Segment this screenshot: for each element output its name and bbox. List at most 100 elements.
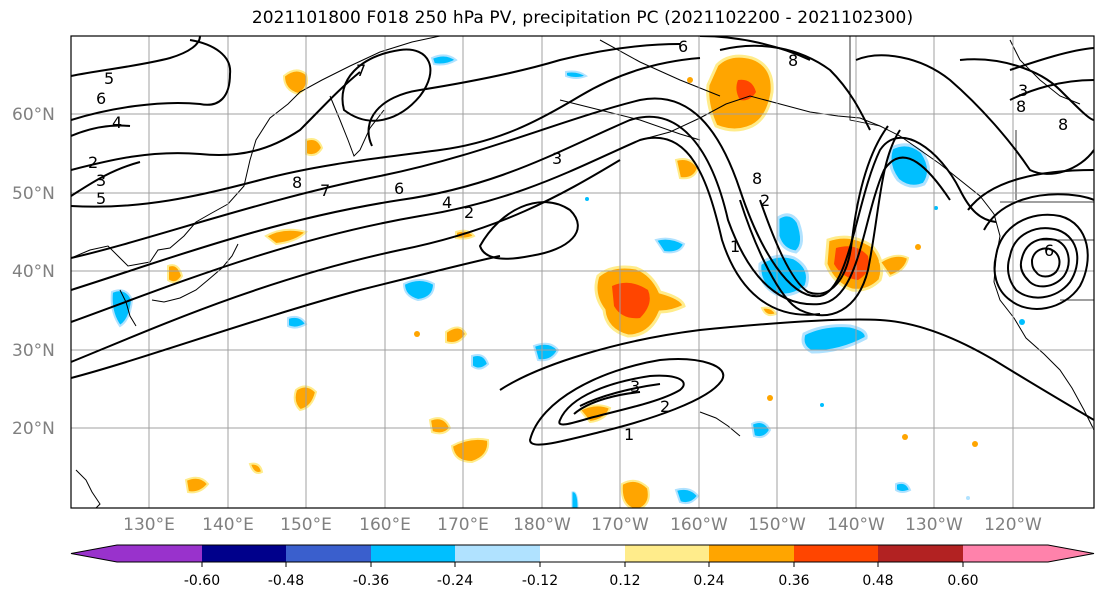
colorbar-tick-label: -0.36 — [353, 573, 389, 589]
contour-label: 2 — [760, 191, 770, 210]
precip-blob — [184, 476, 210, 494]
precipitation-shading — [110, 54, 1025, 508]
contour-line — [855, 54, 1094, 175]
colorbar-ticks — [201, 562, 964, 567]
lon-label-170e: 170°E — [437, 515, 489, 535]
precip-blob — [430, 54, 458, 66]
precip-blob — [776, 213, 803, 254]
contour-line — [71, 136, 821, 323]
contour-line — [959, 58, 1094, 121]
precip-blob — [167, 264, 184, 284]
contour-label: 4 — [112, 113, 122, 132]
contour-label: 2 — [660, 397, 670, 416]
lat-label-60n: 60°N — [12, 105, 55, 125]
contour-line — [739, 129, 901, 317]
contour-label: 2 — [88, 153, 98, 172]
lon-label-140e: 140°E — [202, 515, 254, 535]
contour-label: 6 — [394, 179, 404, 198]
border-ak-canada — [849, 36, 881, 127]
precip-blob — [888, 143, 930, 188]
precip-blob — [471, 354, 490, 370]
colorbar-segment — [878, 545, 963, 562]
lon-label-170w: 170°W — [591, 515, 649, 535]
precip-blob — [402, 279, 436, 302]
lon-label-180w: 180°W — [513, 515, 571, 535]
precip-dot — [414, 331, 420, 337]
precip-dot — [902, 434, 908, 440]
coastline-kamchatka — [329, 95, 385, 157]
contour-label: 8 — [788, 51, 798, 70]
precip-blob — [834, 246, 869, 280]
contour-line — [71, 71, 361, 171]
precip-blob — [565, 70, 589, 79]
contour-line — [71, 161, 141, 197]
precip-dot — [966, 496, 970, 500]
lat-label-50n: 50°N — [12, 184, 55, 204]
contour-label: 5 — [104, 69, 114, 88]
coastline-korea — [119, 289, 137, 327]
contour-label: 1 — [624, 425, 634, 444]
contour-label: 2 — [464, 203, 474, 222]
contour-label: 8 — [1016, 97, 1026, 116]
contour-label: 7 — [320, 181, 330, 200]
contour-line — [967, 169, 1094, 211]
colorbar-segment — [540, 545, 626, 562]
colorbar-segment — [202, 545, 287, 562]
contour-line — [71, 97, 997, 298]
precip-blob — [571, 491, 579, 508]
contour-line — [478, 201, 579, 260]
precip-dot — [915, 244, 921, 250]
colorbar-segment — [455, 545, 541, 562]
colorbar-segment — [371, 545, 456, 562]
precip-blob — [293, 385, 318, 412]
precip-blob — [674, 487, 700, 505]
contour-label: 6 — [1044, 241, 1054, 260]
contour-line — [528, 358, 725, 446]
precip-blob — [654, 237, 686, 254]
precip-blob — [612, 282, 650, 319]
lon-label-130w: 130°W — [905, 515, 963, 535]
colorbar-segment — [625, 545, 710, 562]
precip-blob — [428, 417, 452, 435]
colorbar-tick-label: 0.24 — [693, 573, 724, 589]
precip-dot — [687, 77, 693, 83]
colorbar-tick-label: 0.48 — [862, 573, 893, 589]
contour-line — [71, 124, 131, 137]
lon-label-120w: 120°W — [984, 515, 1042, 535]
precip-blob — [620, 479, 650, 508]
contour-line — [1019, 237, 1070, 288]
contour-line — [719, 44, 871, 131]
precip-dot — [767, 395, 773, 401]
contour-line — [367, 43, 681, 147]
contour-line — [71, 57, 701, 208]
colorbar: -0.60 -0.48 -0.36 -0.24 -0.12 0.12 0.24 … — [70, 544, 1095, 589]
precip-blob — [736, 79, 756, 101]
contour-line — [579, 383, 661, 407]
graticule — [71, 36, 1094, 508]
map-frame — [70, 35, 1095, 509]
contour-line — [71, 159, 621, 363]
contour-line — [71, 39, 232, 121]
precip-dot — [820, 403, 824, 407]
colorbar-segment — [71, 545, 202, 562]
colorbar-segment — [794, 545, 879, 562]
colorbar-tick-label: -0.24 — [437, 573, 473, 589]
colorbar-outline — [70, 544, 1095, 563]
precip-blob — [895, 481, 912, 493]
contour-label: 3 — [552, 149, 562, 168]
colorbar-segment — [963, 545, 1094, 562]
contour-line — [993, 213, 1089, 310]
precip-dot — [934, 206, 938, 210]
colorbar-tick-label: 0.36 — [778, 573, 809, 589]
precip-blob — [248, 462, 264, 474]
precip-dot — [1019, 319, 1025, 325]
precip-blob — [305, 138, 324, 157]
contour-label: 6 — [96, 89, 106, 108]
contour-line — [71, 36, 201, 77]
contour-label: 3 — [1018, 81, 1028, 100]
coastline-hawaii — [699, 411, 741, 437]
contour-line — [759, 125, 889, 295]
coastline-aleutians — [559, 99, 701, 141]
longitude-labels: 130°E 140°E 150°E 160°E 170°E 180°W 170°… — [123, 515, 1042, 535]
lat-label-20n: 20°N — [12, 419, 55, 439]
